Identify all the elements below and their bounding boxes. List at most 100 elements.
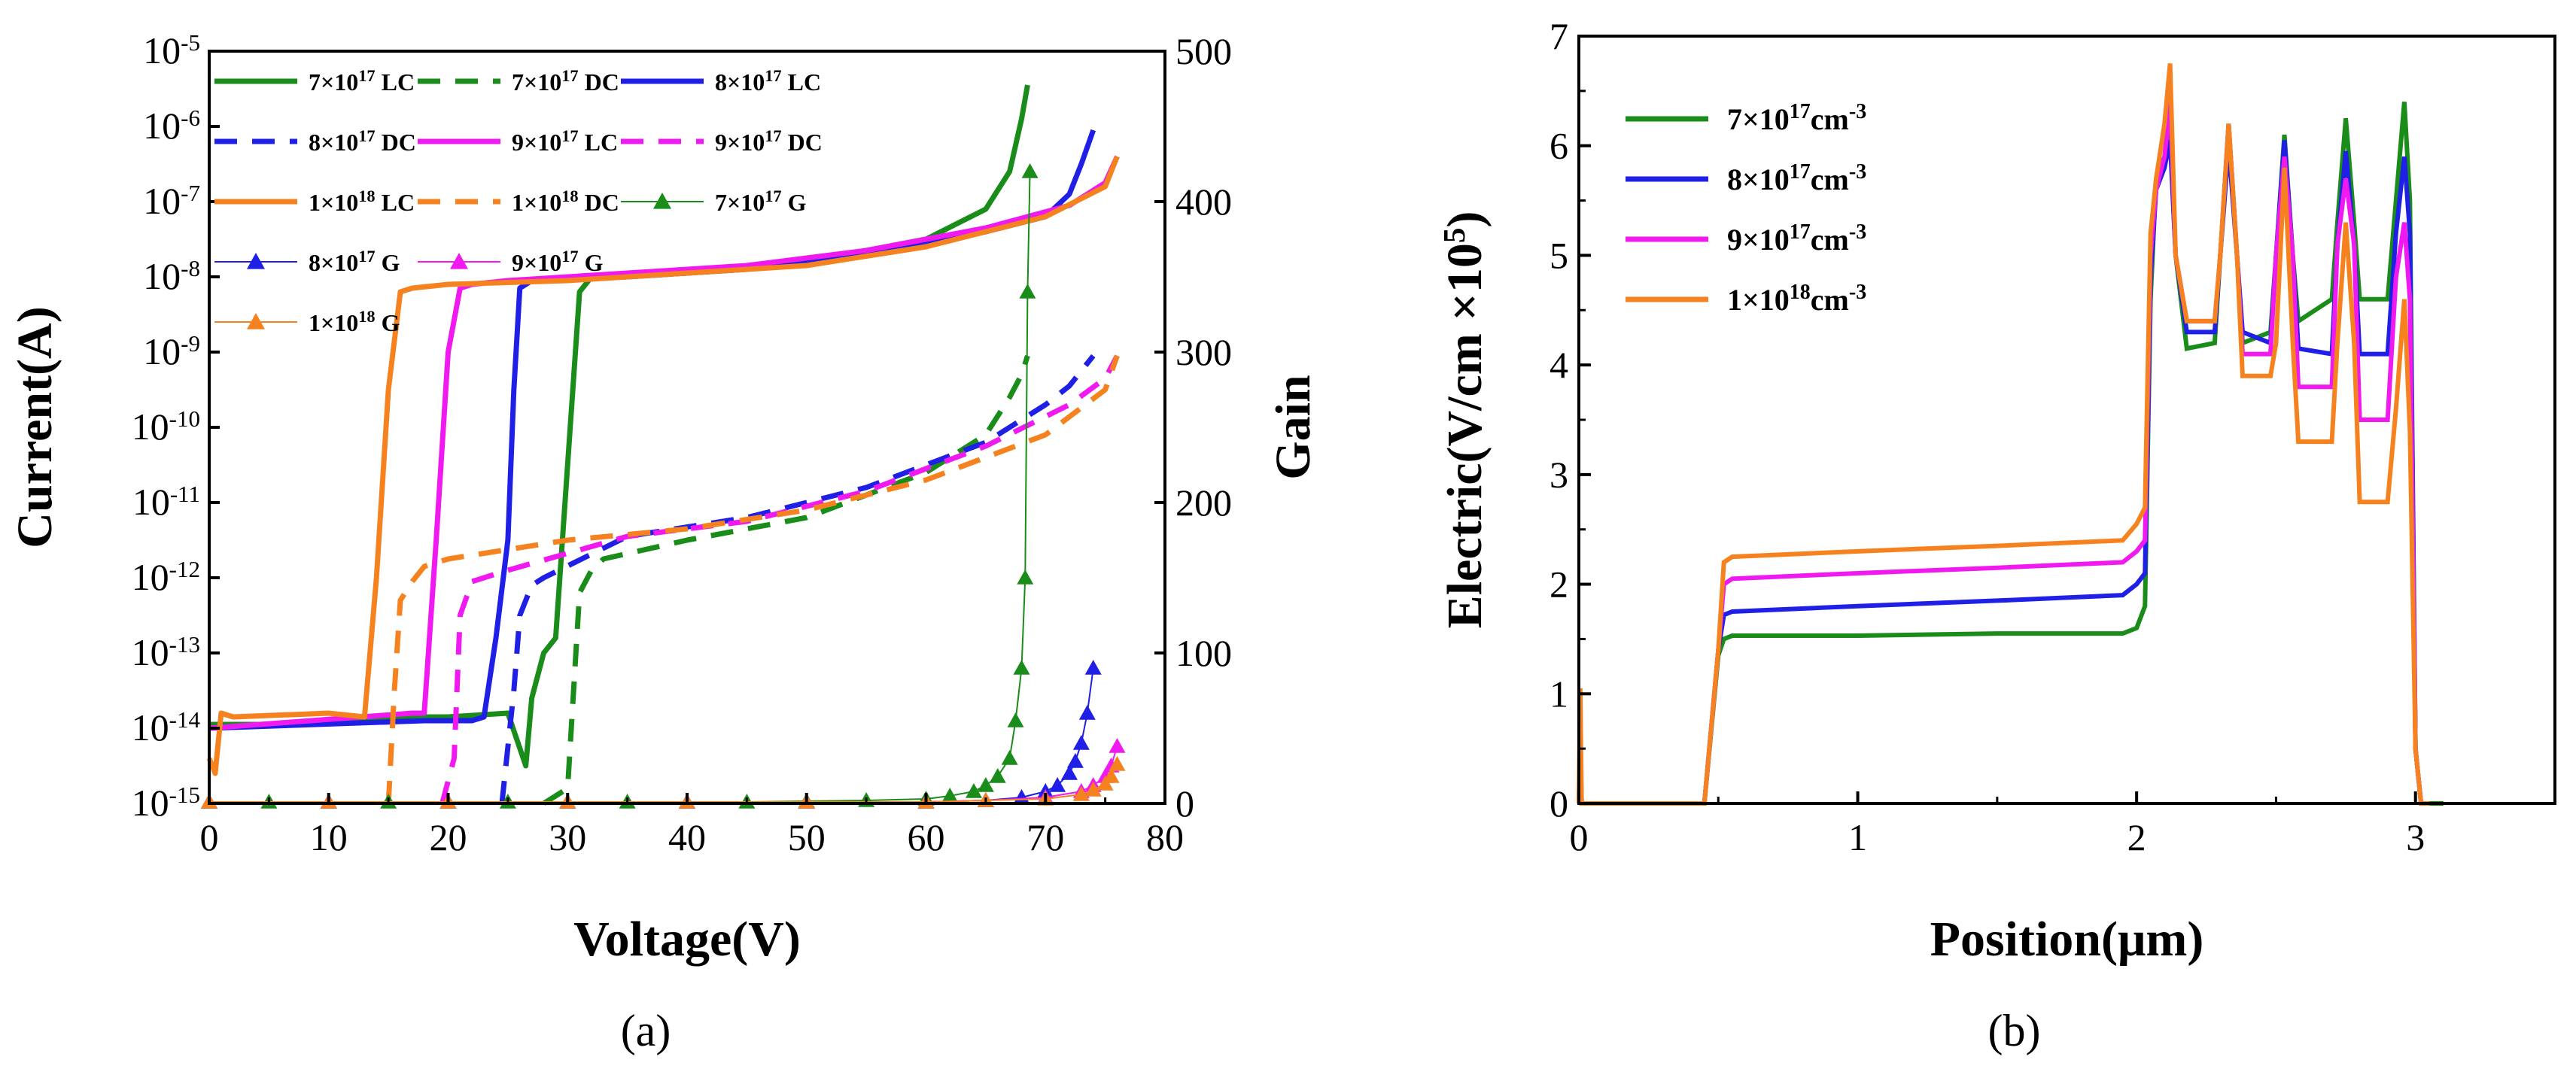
legend-label-a: 8×1017 DC — [309, 126, 416, 156]
panel-label-b: (b) — [1988, 1006, 2041, 1055]
series-line-a-3 — [499, 354, 1096, 804]
gain-marker-a — [1078, 705, 1096, 720]
series-line-a-0 — [209, 84, 1030, 769]
y-tick-label-b: 3 — [1550, 454, 1568, 496]
gain-marker-a — [1072, 735, 1090, 750]
x-tick-label-a: 30 — [549, 816, 586, 858]
gain-marker-a — [1084, 782, 1102, 797]
x-tick-label-a: 60 — [908, 816, 945, 858]
legend-label-b: 1×1018cm-3 — [1727, 281, 1866, 317]
y-tick-label-a: 10-6 — [143, 105, 200, 147]
y-tick-label-b: 2 — [1550, 563, 1568, 606]
legend-label-b: 9×1017cm-3 — [1727, 220, 1866, 257]
gain-marker-a — [1109, 756, 1126, 771]
y2-tick-label-a: 100 — [1175, 632, 1232, 674]
x-tick-label-a: 10 — [310, 816, 348, 858]
x-tick-label-a: 50 — [788, 816, 826, 858]
y-tick-label-b: 5 — [1550, 234, 1568, 276]
x-tick-label-b: 3 — [2406, 816, 2425, 858]
legend-label-a: 1×1018 G — [309, 307, 400, 337]
gain-marker-a — [1019, 284, 1036, 299]
gain-marker-a — [977, 777, 994, 792]
x-tick-label-a: 40 — [668, 816, 706, 858]
series-line-a-7 — [385, 354, 1120, 804]
x-tick-label-a: 0 — [200, 816, 219, 858]
y-tick-label-a: 10-12 — [132, 556, 200, 599]
y2-tick-label-a: 400 — [1175, 181, 1232, 223]
gain-marker-a — [1061, 765, 1078, 780]
legend-label-a: 7×1017 LC — [309, 66, 415, 96]
y2-tick-label-a: 0 — [1175, 782, 1194, 824]
y2-axis-title-a: Gain — [1266, 375, 1321, 479]
legend-marker-a — [247, 253, 265, 269]
y-tick-label-a: 10-9 — [143, 330, 200, 373]
y-tick-label-a: 10-10 — [132, 405, 200, 448]
chart-a: 0 10 20 30 40 50 60 70 80 10-15 10-14 10-13 10-12 10-… — [8, 29, 1321, 1056]
y-tick-label-b: 6 — [1550, 125, 1568, 167]
gain-marker-a — [1066, 753, 1084, 768]
y2-tick-label-a: 300 — [1175, 331, 1232, 373]
gain-marker-a — [1013, 660, 1030, 675]
gain-marker-a — [1109, 738, 1126, 753]
legend-label-a: 7×1017 DC — [512, 66, 619, 96]
y-tick-label-a: 10-14 — [132, 706, 201, 749]
gain-line-a-10 — [209, 746, 1118, 803]
y-axis-title-b: Electric(V/cm ×105) — [1437, 211, 1493, 629]
x-axis-title-a: Voltage(V) — [573, 912, 801, 967]
gain-marker-a — [1049, 777, 1066, 792]
gain-marker-a — [1084, 660, 1102, 675]
x-tick-label-b: 0 — [1570, 816, 1589, 858]
legend-label-b: 8×1017cm-3 — [1727, 160, 1866, 197]
series-line-a-5 — [439, 354, 1120, 804]
legend-label-a: 1×1018 LC — [309, 187, 415, 217]
x-axis-title-b: Position(μm) — [1930, 912, 2204, 967]
x-tick-label-a: 70 — [1026, 816, 1064, 858]
legend-label-a: 7×1017 G — [715, 187, 807, 217]
legend-label-a: 9×1017 G — [512, 247, 604, 277]
gain-marker-a — [966, 783, 982, 798]
panel-label-a: (a) — [621, 1006, 671, 1055]
legend-label-a: 8×1017 LC — [715, 66, 821, 96]
y-tick-label-b: 0 — [1550, 782, 1568, 824]
y-tick-label-a: 10-5 — [143, 29, 200, 72]
legend-marker-a — [653, 193, 671, 209]
series-line-b-2 — [1577, 102, 2430, 806]
y2-tick-label-a: 200 — [1175, 481, 1232, 524]
series-line-a-1 — [542, 354, 1030, 806]
series-line-b-3 — [1577, 63, 2430, 806]
legend-label-a: 9×1017 LC — [512, 126, 618, 156]
gain-marker-a — [1096, 776, 1114, 791]
legend-label-a: 1×1018 DC — [512, 187, 619, 217]
series-line-a-6 — [206, 155, 1120, 776]
x-tick-label-b: 1 — [1848, 816, 1867, 858]
y-tick-label-a: 10-8 — [143, 255, 200, 298]
x-tick-label-b: 2 — [2127, 816, 2146, 858]
chart-b: 0 1 2 3 0 1 2 3 4 5 6 7 Position(μm) Electric(V/cm ×1… — [1437, 15, 2556, 1055]
legend-label-a: 9×1017 DC — [715, 126, 823, 156]
y-tick-label-a: 10-7 — [143, 180, 200, 223]
legend-label-b: 7×1017cm-3 — [1727, 100, 1866, 137]
y2-tick-label-a: 500 — [1175, 30, 1232, 72]
gain-marker-a — [1072, 786, 1090, 801]
y-tick-label-a: 10-15 — [132, 782, 200, 824]
gain-marker-a — [1007, 712, 1024, 727]
x-tick-label-a: 80 — [1146, 816, 1184, 858]
y-axis-title-a: Current(A) — [8, 306, 62, 548]
legend-marker-a — [247, 313, 265, 329]
y-tick-label-a: 10-11 — [132, 481, 200, 524]
series-line-b-0 — [1577, 102, 2444, 806]
y-tick-label-b: 4 — [1550, 344, 1568, 386]
gain-marker-a — [989, 768, 1006, 783]
gain-marker-a — [1102, 768, 1120, 783]
y-tick-label-b: 1 — [1550, 673, 1568, 715]
x-tick-label-a: 20 — [430, 816, 467, 858]
y-tick-label-b: 7 — [1550, 15, 1568, 57]
gain-marker-a — [1017, 569, 1034, 585]
gain-line-a-9 — [209, 667, 1094, 803]
legend-label-a: 8×1017 G — [309, 247, 400, 277]
legend-marker-a — [450, 253, 468, 269]
gain-marker-a — [1001, 750, 1018, 765]
gain-marker-a — [941, 788, 959, 803]
gain-marker-a — [1021, 163, 1039, 178]
